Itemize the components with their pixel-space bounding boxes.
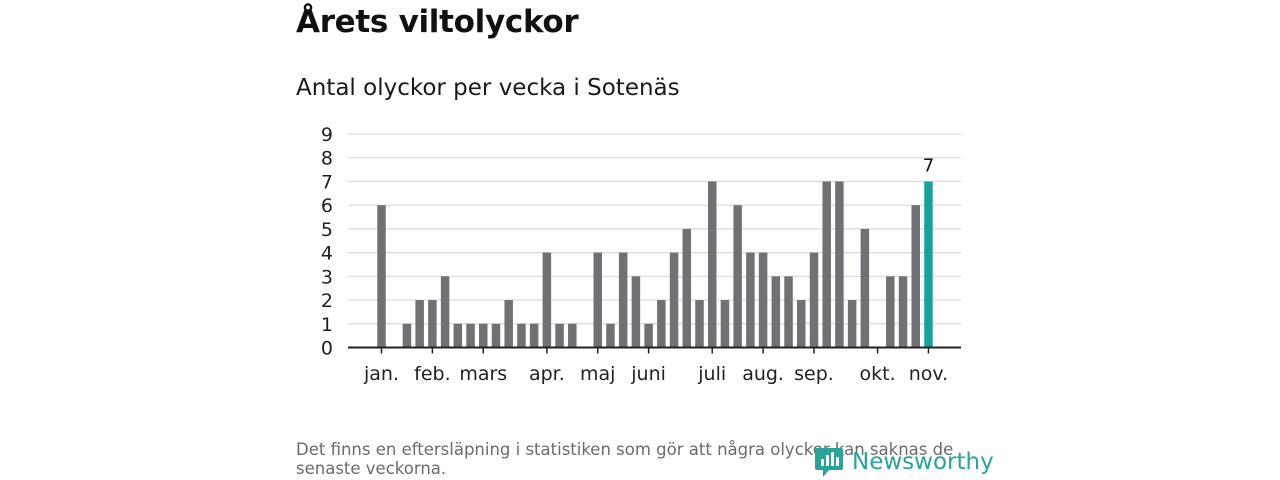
footnote: Det finns en eftersläpning i statistiken… [296, 440, 954, 478]
bar [453, 323, 463, 348]
bar [911, 205, 920, 348]
y-tick-label: 1 [321, 314, 333, 336]
x-tick-label: apr. [529, 363, 565, 385]
bar [835, 181, 844, 348]
bar [377, 205, 386, 348]
bar [860, 228, 870, 348]
bar [771, 276, 781, 348]
bar [707, 181, 717, 348]
bar [886, 276, 895, 348]
bar [542, 252, 552, 348]
x-tick-label: juni [630, 363, 666, 385]
bar [555, 323, 564, 348]
y-tick-label: 9 [321, 124, 333, 146]
page-title: Årets viltolyckor [296, 4, 579, 40]
bar [644, 323, 653, 348]
newsworthy-logo-icon [815, 448, 843, 477]
bar [466, 323, 475, 348]
chart-subtitle: Antal olyckor per vecka i Sotenäs [296, 75, 680, 101]
bar [428, 300, 437, 348]
data-label: 7 [923, 155, 934, 176]
bar [631, 276, 641, 348]
bar [847, 300, 857, 348]
bar [682, 228, 692, 348]
bar [517, 323, 526, 348]
bar [784, 276, 793, 348]
x-tick-label: sep. [794, 363, 834, 385]
y-tick-label: 4 [321, 243, 333, 265]
brand-name: Newsworthy [852, 449, 994, 475]
bar [491, 323, 501, 348]
bar [758, 252, 768, 348]
bar [618, 252, 628, 348]
y-tick-label: 7 [321, 171, 333, 193]
y-tick-label: 8 [321, 148, 333, 170]
y-tick-label: 0 [321, 338, 333, 360]
y-tick-label: 5 [321, 219, 333, 241]
x-tick-label: okt. [860, 363, 896, 385]
bar [809, 252, 819, 348]
x-tick-label: mars [459, 363, 507, 385]
y-tick-label: 3 [321, 266, 333, 288]
bar [402, 323, 412, 348]
bar [529, 323, 539, 348]
bar [415, 300, 424, 348]
x-tick-label: nov. [909, 363, 948, 385]
bar [657, 300, 666, 348]
bar [568, 323, 577, 348]
x-tick-label: juli [697, 363, 726, 385]
y-tick-label: 2 [321, 290, 333, 312]
y-tick-label: 6 [321, 195, 333, 217]
bar [695, 300, 704, 348]
x-tick-label: feb. [414, 363, 450, 385]
bar [720, 300, 730, 348]
bar [479, 323, 488, 348]
bar [440, 276, 450, 348]
bar [822, 181, 831, 348]
bar [606, 323, 615, 348]
bar [593, 252, 602, 348]
bar [898, 276, 908, 348]
brand-logo-group: Newsworthy [814, 445, 994, 479]
x-tick-label: jan. [363, 363, 399, 385]
bar [733, 205, 742, 348]
bar [504, 300, 513, 348]
bar [746, 252, 755, 348]
bar [669, 252, 679, 348]
bar [797, 300, 806, 348]
x-tick-label: aug. [742, 363, 784, 385]
bar-highlight [924, 181, 933, 348]
x-tick-label: maj [580, 363, 615, 385]
